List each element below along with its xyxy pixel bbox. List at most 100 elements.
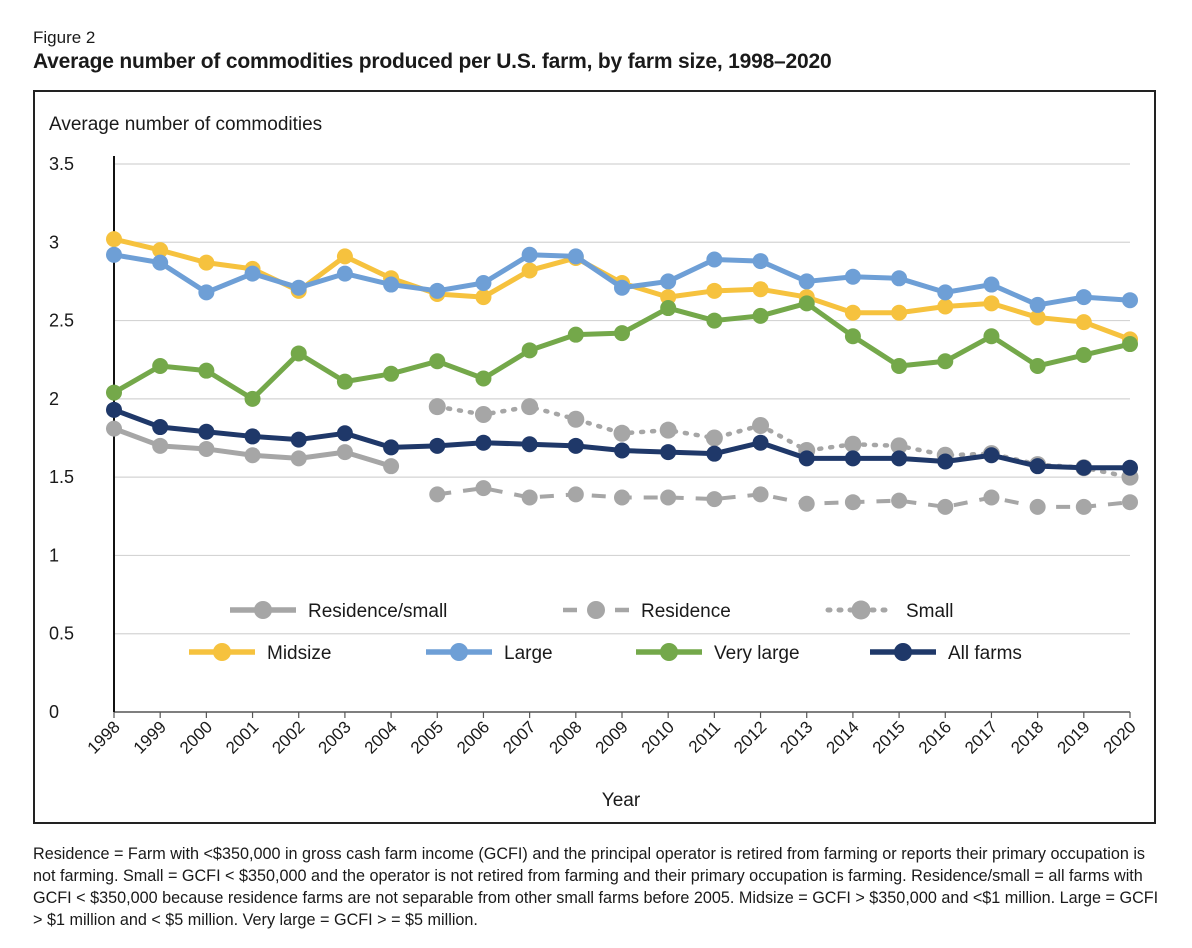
x-tick-label: 2020	[1100, 717, 1140, 757]
x-tick-label: 2018	[1007, 717, 1047, 757]
legend-label-large: Large	[504, 643, 553, 664]
data-point-midsize	[706, 282, 723, 299]
data-point-residence	[937, 498, 954, 515]
x-tick-label: 2013	[776, 717, 816, 757]
data-point-residence-small	[290, 450, 307, 467]
data-point-all-farms	[1122, 459, 1138, 476]
figure-label: Figure 2	[33, 28, 96, 47]
data-point-midsize	[1075, 314, 1092, 331]
data-point-small	[659, 421, 677, 439]
data-point-large	[429, 282, 446, 299]
data-point-very-large	[106, 384, 122, 401]
x-tick-label: 2012	[730, 717, 770, 757]
legend-swatch-marker-midsize	[213, 643, 231, 661]
legend-swatch-marker-large	[450, 643, 468, 661]
data-point-residence	[844, 494, 861, 511]
data-point-very-large	[798, 295, 815, 312]
data-point-residence	[1075, 498, 1092, 515]
x-tick-label: 2007	[499, 717, 539, 757]
data-point-midsize	[198, 254, 215, 271]
data-point-very-large	[891, 357, 908, 374]
data-point-very-large	[152, 357, 169, 374]
data-point-all-farms	[660, 444, 677, 461]
x-tick-label: 2009	[592, 717, 632, 757]
data-point-residence-small	[198, 440, 215, 457]
data-point-very-large	[475, 370, 492, 387]
data-point-all-farms	[798, 450, 815, 467]
data-point-very-large	[429, 353, 446, 370]
data-point-very-large	[521, 342, 538, 359]
legend-swatch-marker-small	[851, 600, 871, 620]
x-tick-label: 2010	[638, 717, 678, 757]
chart-frame: 0 0.5 1 1.5 2 2.5 3 3.5 1998 1999 2000 2001 2002 2003…	[33, 90, 1156, 824]
data-point-large	[1029, 296, 1046, 313]
data-point-very-large	[567, 326, 584, 343]
data-point-large	[706, 251, 723, 268]
data-point-large	[475, 274, 492, 291]
data-point-small	[613, 424, 631, 442]
data-point-midsize	[106, 231, 122, 248]
data-point-residence	[891, 492, 908, 509]
x-tick-label: 2016	[915, 717, 955, 757]
data-point-small	[474, 406, 492, 424]
data-point-midsize	[660, 289, 677, 306]
x-tick-label: 2005	[407, 717, 447, 757]
y-tick-label: 3	[49, 232, 59, 252]
x-tick-label: 2014	[823, 717, 863, 757]
data-point-all-farms	[752, 434, 769, 451]
data-point-small	[890, 437, 908, 455]
data-point-residence	[567, 486, 584, 503]
data-point-all-farms	[244, 428, 261, 445]
data-point-large	[290, 279, 307, 296]
y-tick-label: 0	[49, 702, 59, 722]
data-point-large	[1122, 292, 1138, 309]
data-point-very-large	[198, 362, 215, 379]
x-tick-label: 2000	[176, 717, 216, 757]
data-point-residence	[429, 486, 446, 503]
data-point-all-farms	[475, 434, 492, 451]
data-point-large	[1075, 289, 1092, 306]
footnote: Residence = Farm with <$350,000 in gross…	[33, 845, 1159, 929]
data-point-residence-small	[106, 420, 122, 437]
data-point-all-farms	[937, 453, 954, 470]
data-point-very-large	[1075, 347, 1092, 364]
x-tick-label: 2003	[315, 717, 355, 757]
data-point-all-farms	[290, 431, 307, 448]
x-tick-label: 2001	[222, 717, 262, 757]
data-point-large	[844, 268, 861, 285]
data-point-small	[752, 416, 770, 434]
data-point-very-large	[937, 353, 954, 370]
line-chart: 0 0.5 1 1.5 2 2.5 3 3.5 1998 1999 2000 2001 2002 2003…	[49, 114, 1140, 811]
x-tick-label: 2002	[268, 717, 308, 757]
data-point-large	[106, 246, 122, 263]
y-tick-label: 1.5	[49, 467, 74, 487]
data-point-residence	[660, 489, 677, 506]
data-point-large	[660, 273, 677, 290]
data-point-midsize	[937, 298, 954, 315]
data-point-midsize	[475, 289, 492, 306]
data-point-all-farms	[152, 419, 169, 436]
x-tick-label: 2008	[545, 717, 585, 757]
series-line-residence	[437, 486, 1131, 509]
data-point-large	[336, 265, 353, 282]
data-point-residence	[798, 495, 815, 512]
data-point-residence	[475, 480, 492, 497]
data-point-small	[844, 435, 862, 453]
legend-label-residence: Residence	[641, 601, 731, 622]
data-point-midsize	[521, 262, 538, 279]
data-point-large	[567, 248, 584, 265]
data-point-very-large	[290, 345, 307, 362]
legend-swatch-marker-residence	[587, 601, 605, 619]
data-point-large	[152, 254, 169, 271]
data-point-all-farms	[521, 436, 538, 453]
data-point-very-large	[244, 390, 261, 407]
x-tick-label: 2019	[1053, 717, 1093, 757]
data-point-large	[383, 276, 400, 293]
data-point-small	[428, 398, 446, 416]
data-point-large	[752, 253, 769, 270]
data-point-very-large	[1122, 336, 1138, 353]
y-tick-label: 1	[49, 545, 59, 565]
legend-swatch-marker-very-large	[660, 643, 678, 661]
series-line-very-large	[112, 300, 1131, 402]
data-point-large	[891, 270, 908, 287]
